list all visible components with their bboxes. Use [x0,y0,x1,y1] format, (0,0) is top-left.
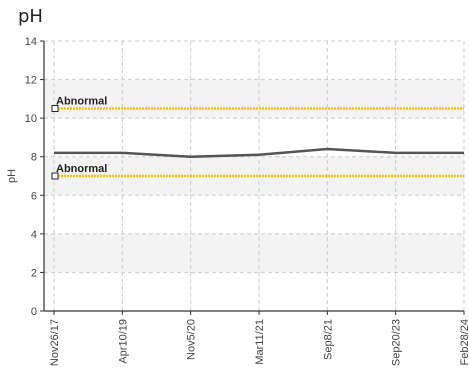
x-tick-label: Mar11/21 [254,319,266,365]
x-tick-label: Feb28/24 [459,319,469,365]
x-tick-label: Sep20/23 [391,319,403,366]
y-axis-ticks: 0 2 4 6 8 10 12 14 [25,36,44,318]
data-series [54,147,464,158]
y-tick-label: 0 [31,306,37,318]
series-line [54,147,464,158]
reference-lines: Abnormal Abnormal [51,96,464,180]
y-tick-label: 6 [31,190,37,202]
background-band [44,233,464,273]
y-tick-label: 2 [31,267,37,279]
x-tick-label: Nov26/17 [49,319,61,366]
y-tick-label: 8 [31,152,37,164]
x-axis-ticks: Nov26/17 Apr10/19 Nov5/20 Mar11/21 Sep8/21 Se… [49,311,469,366]
y-tick-label: 12 [25,75,37,87]
reference-marker [51,172,59,180]
grid-lines [44,40,465,311]
y-tick-label: 14 [25,36,37,48]
axes [43,41,464,312]
y-axis-label: pH [6,169,18,183]
y-tick-label: 10 [25,113,37,125]
chart-title: pH [18,6,43,27]
reference-label: Abnormal [56,96,107,108]
x-tick-label: Nov5/20 [186,319,198,360]
y-tick-label: 4 [31,229,37,241]
x-tick-label: Apr10/19 [117,319,129,364]
reference-marker [51,105,59,112]
reference-label: Abnormal [56,163,107,175]
x-tick-label: Sep8/21 [322,319,334,360]
background-band [44,79,464,119]
